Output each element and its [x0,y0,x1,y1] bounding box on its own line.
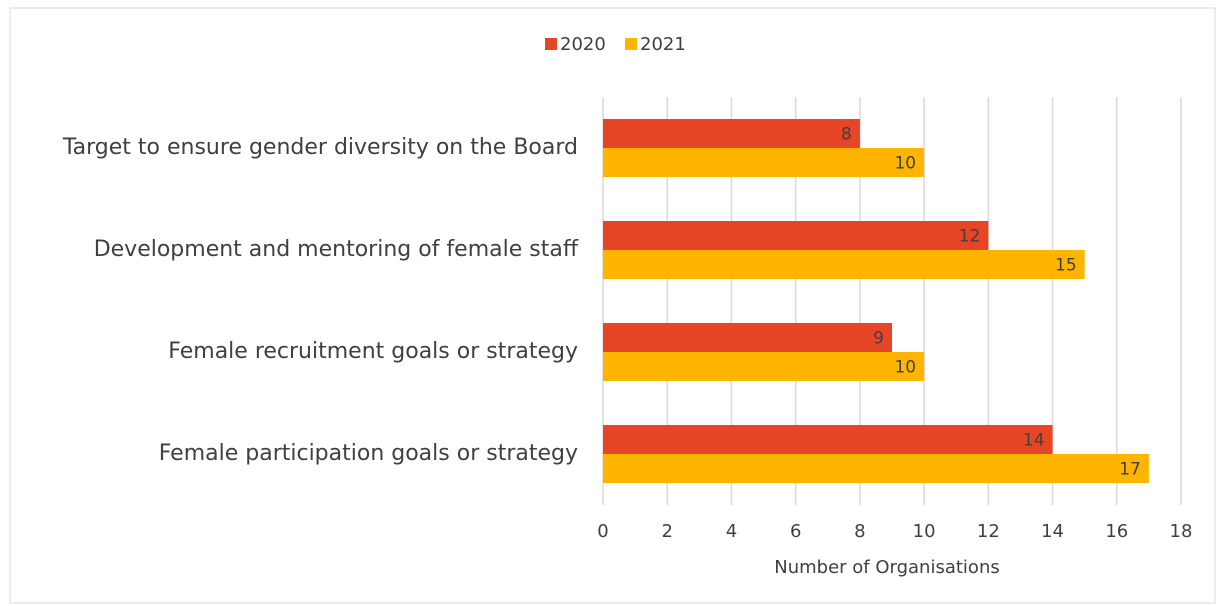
data-label: 15 [1055,256,1077,276]
x-tick-label: 6 [790,521,801,542]
x-tick-label: 14 [1041,521,1064,542]
y-tick-label: Development and mentoring of female staf… [94,237,579,262]
bar [603,352,925,381]
x-tick-label: 2 [661,521,672,542]
x-tick-label: 12 [977,521,1000,542]
x-axis-title: Number of Organisations [774,557,999,578]
data-label: 9 [873,329,884,349]
data-label: 10 [894,154,916,174]
data-label: 8 [841,125,852,145]
legend-swatch [545,38,557,50]
x-tick-label: 4 [726,521,737,542]
legend-swatch [625,38,637,50]
bar [603,221,989,250]
bar [603,250,1085,279]
bar [603,119,860,148]
legend-label: 2020 [560,34,606,55]
y-tick-label: Target to ensure gender diversity on the… [62,135,578,160]
bar [603,323,892,352]
data-label: 17 [1119,460,1141,480]
x-tick-label: 18 [1170,521,1193,542]
data-label: 14 [1023,431,1045,451]
y-tick-label: Female participation goals or strategy [159,441,578,466]
y-tick-label: Female recruitment goals or strategy [168,339,578,364]
chart-border [9,7,1216,604]
bar [603,425,1053,454]
legend-label: 2021 [640,34,686,55]
x-tick-label: 0 [597,521,608,542]
x-tick-label: 16 [1105,521,1128,542]
data-label: 12 [959,227,981,247]
x-tick-label: 8 [854,521,865,542]
data-label: 10 [894,358,916,378]
bar [603,148,925,177]
x-tick-label: 10 [913,521,936,542]
bar [603,454,1149,483]
